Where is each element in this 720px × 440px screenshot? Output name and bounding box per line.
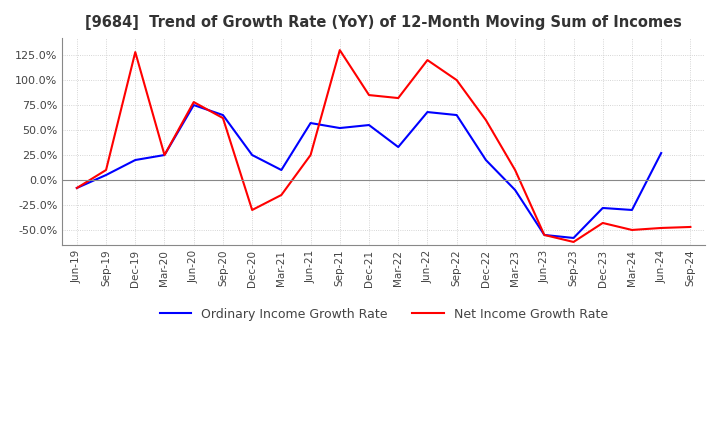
Net Income Growth Rate — [686, 224, 695, 230]
Line: Ordinary Income Growth Rate: Ordinary Income Growth Rate — [77, 105, 661, 238]
Ordinary Income Growth Rate — [570, 235, 578, 241]
Title: [9684]  Trend of Growth Rate (YoY) of 12-Month Moving Sum of Incomes: [9684] Trend of Growth Rate (YoY) of 12-… — [85, 15, 682, 30]
Ordinary Income Growth Rate — [394, 144, 402, 150]
Net Income Growth Rate — [598, 220, 607, 226]
Net Income Growth Rate — [510, 167, 519, 172]
Net Income Growth Rate — [394, 95, 402, 101]
Net Income Growth Rate — [219, 115, 228, 121]
Net Income Growth Rate — [365, 92, 374, 98]
Ordinary Income Growth Rate — [306, 121, 315, 126]
Net Income Growth Rate — [102, 167, 110, 172]
Ordinary Income Growth Rate — [510, 187, 519, 193]
Ordinary Income Growth Rate — [336, 125, 344, 131]
Ordinary Income Growth Rate — [277, 167, 286, 172]
Line: Net Income Growth Rate: Net Income Growth Rate — [77, 50, 690, 242]
Net Income Growth Rate — [306, 152, 315, 158]
Ordinary Income Growth Rate — [657, 150, 665, 156]
Ordinary Income Growth Rate — [452, 112, 461, 117]
Ordinary Income Growth Rate — [102, 172, 110, 178]
Net Income Growth Rate — [423, 58, 432, 63]
Ordinary Income Growth Rate — [131, 158, 140, 163]
Net Income Growth Rate — [189, 99, 198, 105]
Ordinary Income Growth Rate — [73, 185, 81, 191]
Net Income Growth Rate — [657, 225, 665, 231]
Net Income Growth Rate — [570, 239, 578, 245]
Ordinary Income Growth Rate — [540, 232, 549, 238]
Ordinary Income Growth Rate — [365, 122, 374, 128]
Net Income Growth Rate — [336, 48, 344, 53]
Net Income Growth Rate — [160, 152, 168, 158]
Net Income Growth Rate — [277, 192, 286, 198]
Ordinary Income Growth Rate — [160, 152, 168, 158]
Net Income Growth Rate — [482, 117, 490, 123]
Ordinary Income Growth Rate — [219, 112, 228, 117]
Ordinary Income Growth Rate — [189, 103, 198, 108]
Net Income Growth Rate — [248, 207, 256, 213]
Ordinary Income Growth Rate — [598, 205, 607, 211]
Net Income Growth Rate — [452, 77, 461, 83]
Ordinary Income Growth Rate — [482, 158, 490, 163]
Legend: Ordinary Income Growth Rate, Net Income Growth Rate: Ordinary Income Growth Rate, Net Income … — [155, 303, 613, 326]
Net Income Growth Rate — [73, 185, 81, 191]
Ordinary Income Growth Rate — [628, 207, 636, 213]
Net Income Growth Rate — [628, 227, 636, 233]
Net Income Growth Rate — [540, 232, 549, 238]
Ordinary Income Growth Rate — [423, 110, 432, 115]
Ordinary Income Growth Rate — [248, 152, 256, 158]
Net Income Growth Rate — [131, 49, 140, 55]
